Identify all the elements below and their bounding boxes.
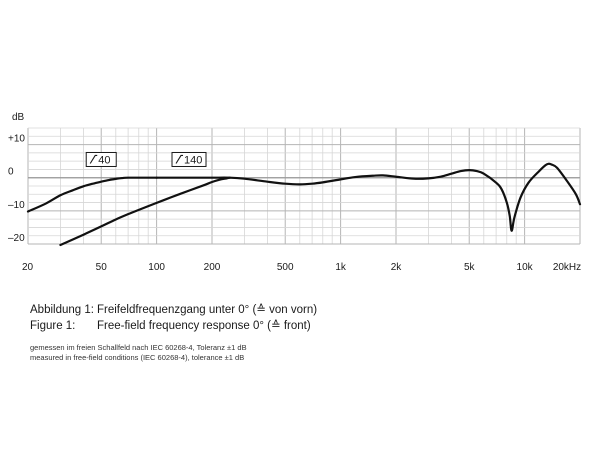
y-tick-label: –20 bbox=[8, 233, 25, 244]
highpass-flag: 140 bbox=[171, 151, 207, 167]
response-curve-2 bbox=[26, 176, 158, 213]
x-tick-label: 10k bbox=[517, 262, 534, 273]
y-axis-unit-label: dB bbox=[12, 112, 25, 123]
y-tick-label: +10 bbox=[8, 134, 25, 145]
response-curve-1 bbox=[155, 162, 582, 232]
x-tick-label: 100 bbox=[148, 262, 165, 273]
measurement-note-german: gemessen im freien Schallfeld nach IEC 6… bbox=[30, 343, 247, 352]
caption-german-text: Freifeldfrequenzgang unter 0° (≙ von vor… bbox=[97, 304, 318, 316]
response-curve-3 bbox=[59, 176, 231, 247]
x-tick-label: 200 bbox=[204, 262, 221, 273]
x-tick-label: 50 bbox=[96, 262, 108, 273]
filter-annotations: 40 140 bbox=[85, 151, 207, 167]
x-tick-label: 500 bbox=[277, 262, 294, 273]
flag-label: 40 bbox=[98, 154, 110, 166]
measurement-note-english: measured in free-field conditions (IEC 6… bbox=[30, 353, 245, 362]
caption-german-label: Abbildung 1: bbox=[30, 304, 94, 316]
y-tick-label: –10 bbox=[8, 200, 25, 211]
x-tick-label: 20kHz bbox=[553, 262, 581, 273]
caption-english-label: Figure 1: bbox=[30, 320, 76, 332]
flag-label: 140 bbox=[184, 154, 202, 166]
caption-english-text: Free-field frequency response 0° (≙ fron… bbox=[97, 320, 311, 332]
x-tick-label: 2k bbox=[391, 262, 403, 273]
caption-english: Figure 1: Free-field frequency response 0… bbox=[30, 318, 311, 332]
highpass-slope-icon bbox=[175, 154, 184, 164]
response-curves bbox=[26, 162, 582, 247]
caption-german: Abbildung 1: Freifeldfrequenzgang unter 0… bbox=[30, 302, 317, 316]
highpass-slope-icon bbox=[89, 154, 98, 164]
chart-grid bbox=[27, 127, 581, 245]
y-tick-label: 0 bbox=[8, 167, 14, 178]
x-tick-label: 5k bbox=[464, 262, 476, 273]
flag-box bbox=[85, 151, 117, 167]
axis-labels: dB +10 0 –10 –20 20 50 100 200 500 1k 2k 5k 10k 20kHz bbox=[8, 112, 581, 273]
x-tick-label: 1k bbox=[335, 262, 347, 273]
highpass-flag: 40 bbox=[85, 151, 117, 167]
x-tick-label: 20 bbox=[22, 262, 34, 273]
